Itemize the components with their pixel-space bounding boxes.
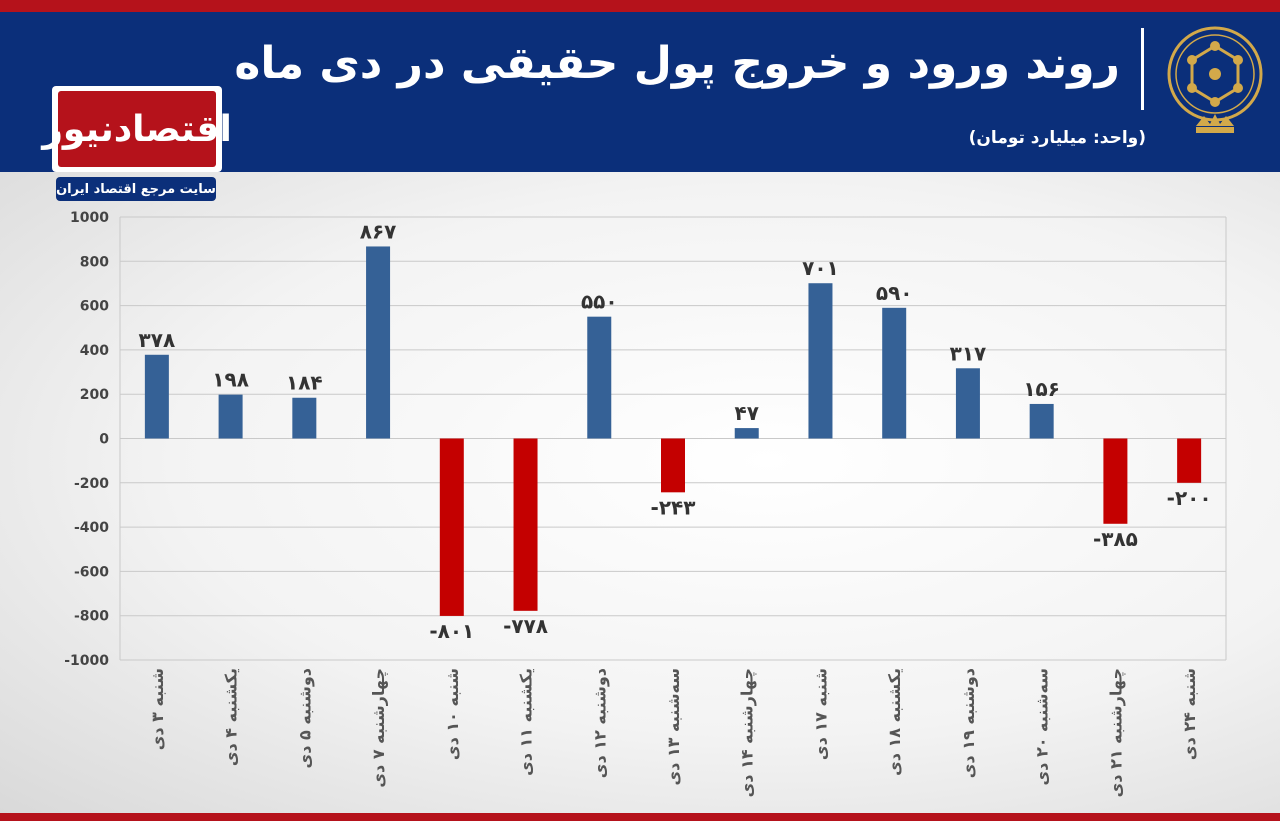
x-tick-label: یکشنبه ۱۸ دی — [885, 668, 904, 776]
header-divider — [1141, 28, 1144, 110]
data-label: -۲۰۰ — [1167, 486, 1212, 510]
x-tick-label: دوشنبه ۱۹ دی — [959, 668, 978, 778]
y-tick-label: -800 — [74, 609, 109, 625]
y-tick-label: 0 — [99, 432, 109, 448]
x-tick-label: چهارشنبه ۲۱ دی — [1106, 668, 1126, 797]
x-tick-label: شنبه ۱۰ دی — [443, 668, 462, 760]
bar — [218, 394, 243, 439]
x-tick-label: یکشنبه ۱۱ دی — [517, 668, 536, 776]
bar — [1177, 438, 1202, 483]
x-tick-label: شنبه ۲۴ دی — [1180, 668, 1199, 760]
y-tick-label: 600 — [80, 299, 109, 315]
bar — [661, 438, 685, 493]
x-tick-label: چهارشنبه ۱۴ دی — [738, 668, 758, 797]
y-tick-label: -400 — [74, 520, 109, 536]
data-label: ۷۰۱ — [802, 256, 839, 280]
x-tick-label: سه‌شنبه ۲۰ دی — [1033, 668, 1052, 786]
y-tick-label: 800 — [80, 254, 109, 270]
data-label: ۳۱۷ — [950, 341, 987, 365]
x-tick-label: سه‌شنبه ۱۳ دی — [664, 668, 683, 786]
bar — [1029, 403, 1054, 439]
x-tick-label: چهارشنبه ۷ دی — [369, 668, 389, 788]
logo-tagline: سایت مرجع اقتصاد ایران — [56, 177, 216, 201]
bar — [882, 307, 907, 439]
logo-name: اقتصادنیوز — [42, 108, 232, 150]
bar — [292, 397, 317, 439]
bar — [513, 438, 538, 611]
x-tick-label: دوشنبه ۱۲ دی — [590, 668, 609, 778]
data-label: ۸۶۷ — [360, 219, 397, 243]
bar — [366, 246, 391, 439]
bar — [808, 283, 833, 439]
data-label: -۷۷۸ — [503, 614, 548, 638]
data-label: ۳۷۸ — [139, 328, 176, 352]
data-label: ۱۵۶ — [1023, 377, 1060, 401]
y-tick-label: -600 — [74, 564, 109, 580]
news-logo: اقتصادنیوز — [42, 86, 232, 172]
chart-background — [0, 172, 1280, 813]
top-accent-strip — [0, 0, 1280, 12]
bar — [1103, 438, 1128, 524]
data-label: ۱۸۴ — [286, 371, 323, 395]
bar — [587, 316, 612, 439]
x-tick-label: شنبه ۳ دی — [148, 668, 167, 750]
y-tick-label: -1000 — [64, 653, 109, 669]
data-label: -۸۰۱ — [429, 619, 474, 643]
bar — [734, 428, 759, 439]
bar — [955, 368, 980, 439]
y-tick-label: 400 — [80, 343, 109, 359]
data-label: ۱۹۸ — [212, 368, 249, 392]
x-tick-label: دوشنبه ۵ دی — [295, 668, 314, 768]
bar — [144, 354, 169, 439]
y-tick-label: -200 — [74, 476, 109, 492]
y-tick-label: 1000 — [70, 210, 109, 226]
x-tick-label: شنبه ۱۷ دی — [811, 668, 830, 760]
data-label: ۴۷ — [735, 401, 759, 425]
bottom-accent-strip — [0, 813, 1280, 821]
data-label: -۲۴۳ — [651, 495, 696, 519]
exchange-emblem-icon — [1167, 26, 1263, 133]
y-tick-label: 200 — [80, 387, 109, 403]
chart-title: روند ورود و خروج پول حقیقی در دی ماه — [234, 38, 1120, 89]
data-label: ۵۹۰ — [876, 281, 913, 305]
data-label: ۵۵۰ — [581, 290, 618, 314]
bar — [439, 438, 464, 616]
x-tick-label: یکشنبه ۴ دی — [222, 668, 241, 766]
unit-label: (واحد: میلیارد تومان) — [968, 128, 1146, 148]
data-label: -۳۸۵ — [1093, 527, 1138, 551]
